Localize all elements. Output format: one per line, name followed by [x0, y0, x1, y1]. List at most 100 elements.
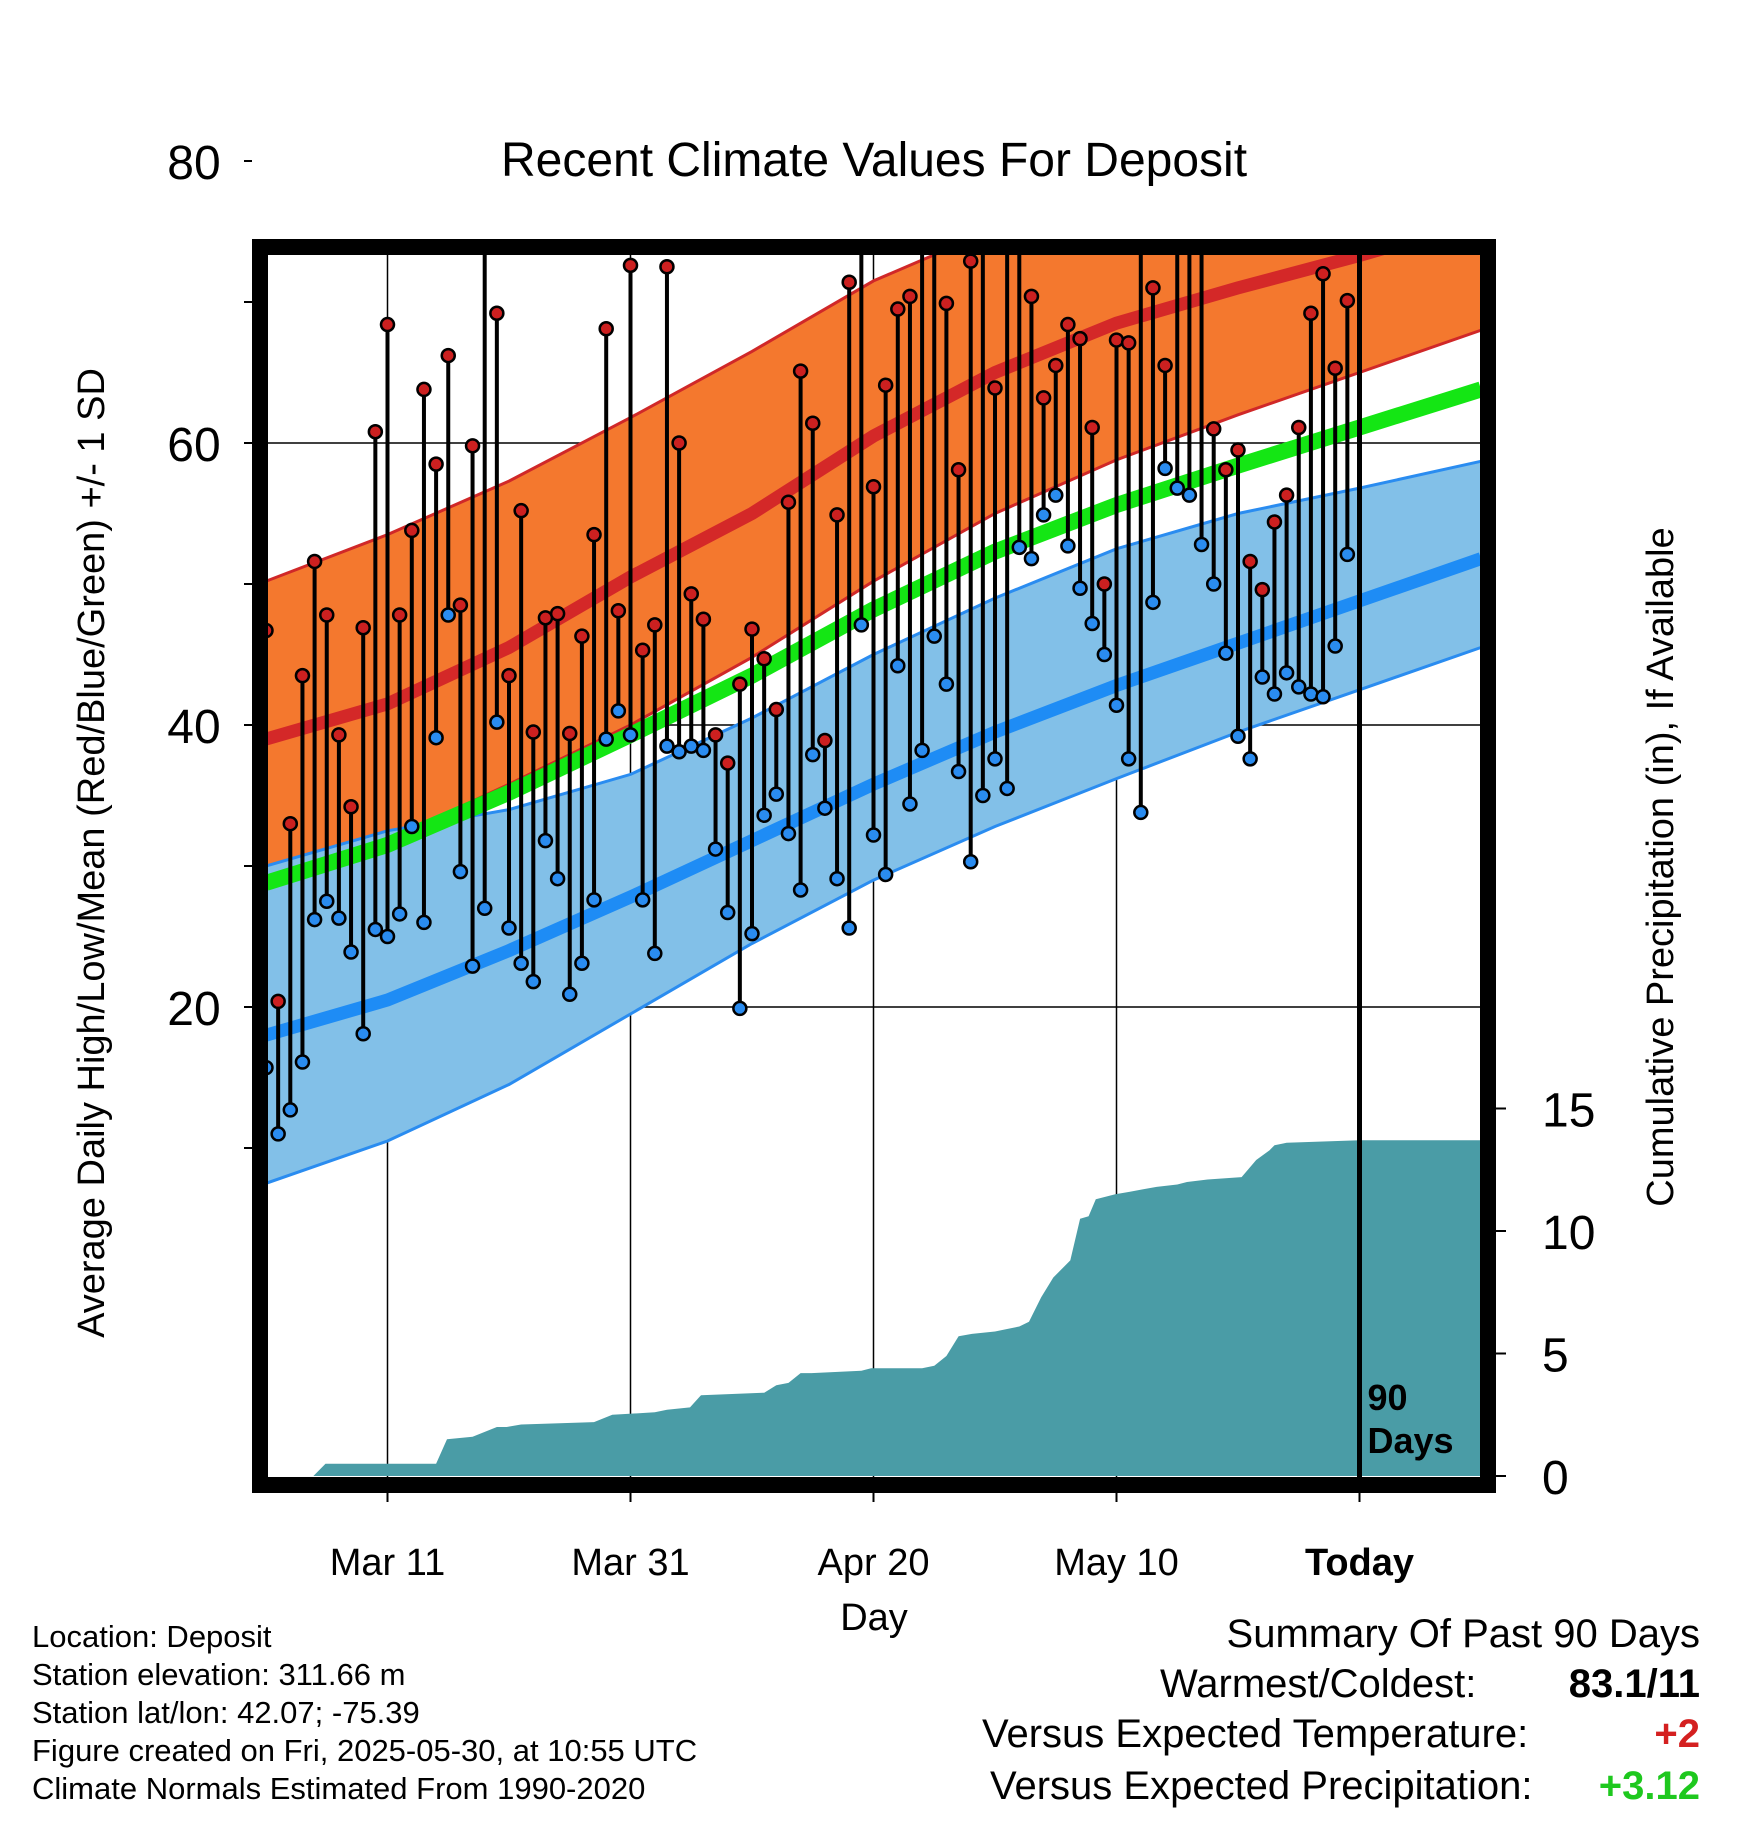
daily-low-point: [1108, 697, 1125, 714]
daily-high-point: [877, 377, 894, 393]
daily-high-point: [574, 628, 590, 644]
daily-high-point: [513, 502, 529, 519]
daily-low-point: [1133, 804, 1149, 821]
daily-high-point: [1084, 419, 1100, 436]
x-tick-label: Mar 11: [330, 1542, 445, 1584]
daily-low-point: [719, 904, 736, 921]
warm-cold-value: 83.1/11: [1568, 1662, 1700, 1706]
daily-high-point: [268, 623, 274, 639]
daily-low-point: [476, 900, 493, 917]
x-tick-label: Mar 31: [571, 1542, 689, 1584]
daily-high-point: [416, 381, 432, 398]
daily-low-point: [659, 738, 675, 754]
daily-high-point: [865, 478, 882, 495]
daily-low-point: [1266, 686, 1283, 702]
daily-high-point: [719, 755, 736, 771]
daily-low-point: [805, 746, 821, 763]
normal-high-upper-line: [268, 255, 938, 583]
latlon-text: Station lat/lon: 42.07; -75.39: [32, 1695, 420, 1730]
daily-high-point: [1278, 487, 1295, 503]
daily-low-point: [902, 796, 918, 812]
daily-high-point: [549, 605, 566, 622]
daily-high-point: [768, 701, 785, 718]
plot-frame: [252, 239, 1496, 1493]
daily-high-point: [792, 363, 809, 379]
x-tick-label: Apr 20: [818, 1542, 930, 1584]
daily-low-point: [1035, 507, 1052, 523]
location-text: Location: Deposit: [32, 1619, 272, 1654]
daily-high-point: [1315, 266, 1331, 282]
daily-low-point: [1072, 580, 1088, 596]
normal-high-mean-line: [268, 255, 1385, 746]
daily-low-point: [489, 714, 505, 730]
cumulative-precip-area: [268, 1140, 1480, 1476]
daily-low-point: [379, 928, 396, 945]
y-axis-label: Average Daily High/Low/Mean (Red/Blue/Gr…: [71, 368, 113, 1338]
daily-low-point: [270, 1126, 286, 1142]
daily-high-point: [1327, 360, 1343, 377]
normal-low-lower-line: [268, 646, 1480, 1185]
daily-high-point: [1035, 390, 1052, 406]
daily-high-point: [659, 259, 675, 275]
daily-low-point: [1048, 487, 1064, 503]
y-tick-label: 60: [167, 419, 220, 472]
daily-high-point: [1218, 462, 1234, 478]
daily-low-point: [1315, 689, 1331, 705]
daily-low-point: [416, 914, 432, 931]
y-tick-label: 20: [167, 983, 220, 1036]
daily-low-point: [1157, 460, 1173, 477]
daily-low-point: [1145, 594, 1161, 611]
daily-high-point: [707, 727, 724, 743]
daily-low-point: [647, 945, 663, 962]
daily-low-point: [987, 751, 1003, 767]
daily-high-point: [586, 526, 602, 543]
daily-high-point: [452, 597, 469, 613]
daily-high-point: [306, 553, 323, 570]
daily-low-point: [1339, 546, 1356, 563]
daily-high-point: [695, 611, 712, 627]
daily-high-point: [683, 586, 699, 602]
daily-high-point: [987, 380, 1003, 396]
daily-high-point: [319, 607, 335, 623]
daily-low-point: [695, 742, 712, 759]
daily-high-point: [1291, 419, 1307, 436]
daily-low-point: [634, 892, 651, 908]
y-tick-label: 80: [167, 137, 220, 190]
daily-high-point: [331, 727, 347, 743]
daily-high-point: [598, 321, 614, 337]
daily-low-point: [707, 841, 724, 857]
daily-low-point: [756, 807, 772, 823]
today-label-days: Days: [1368, 1420, 1454, 1461]
daily-high-point: [890, 301, 906, 317]
daily-low-point: [1327, 638, 1343, 654]
daily-low-point: [1169, 480, 1185, 496]
daily-low-point: [343, 944, 359, 960]
daily-low-point: [452, 863, 469, 880]
y2-tick-label: 5: [1542, 1330, 1569, 1383]
daily-low-point: [1011, 539, 1028, 556]
daily-high-point: [404, 522, 420, 539]
precip-vs-expected-label: Versus Expected Precipitation:: [990, 1764, 1533, 1808]
x-axis-label: Day: [840, 1597, 908, 1639]
precip-vs-expected-value: +3.12: [1598, 1764, 1700, 1808]
daily-high-point: [562, 725, 578, 742]
daily-low-point: [282, 1102, 299, 1118]
daily-high-point: [1108, 332, 1125, 348]
daily-low-point: [268, 1060, 274, 1076]
daily-high-point: [282, 815, 299, 832]
y2-tick-label: 15: [1542, 1085, 1595, 1138]
daily-high-point: [1001, 201, 1014, 214]
daily-low-point: [501, 920, 517, 936]
daily-low-point: [1120, 751, 1137, 767]
daily-high-point: [950, 462, 967, 478]
daily-high-point: [841, 274, 857, 291]
daily-high-point: [428, 456, 444, 472]
station-info: Location: Deposit Station elevation: 311…: [32, 1618, 697, 1808]
daily-low-point: [598, 731, 614, 747]
daily-high-point: [902, 288, 918, 305]
daily-low-point: [817, 800, 833, 816]
daily-high-point: [391, 607, 408, 623]
daily-low-point: [890, 658, 906, 674]
